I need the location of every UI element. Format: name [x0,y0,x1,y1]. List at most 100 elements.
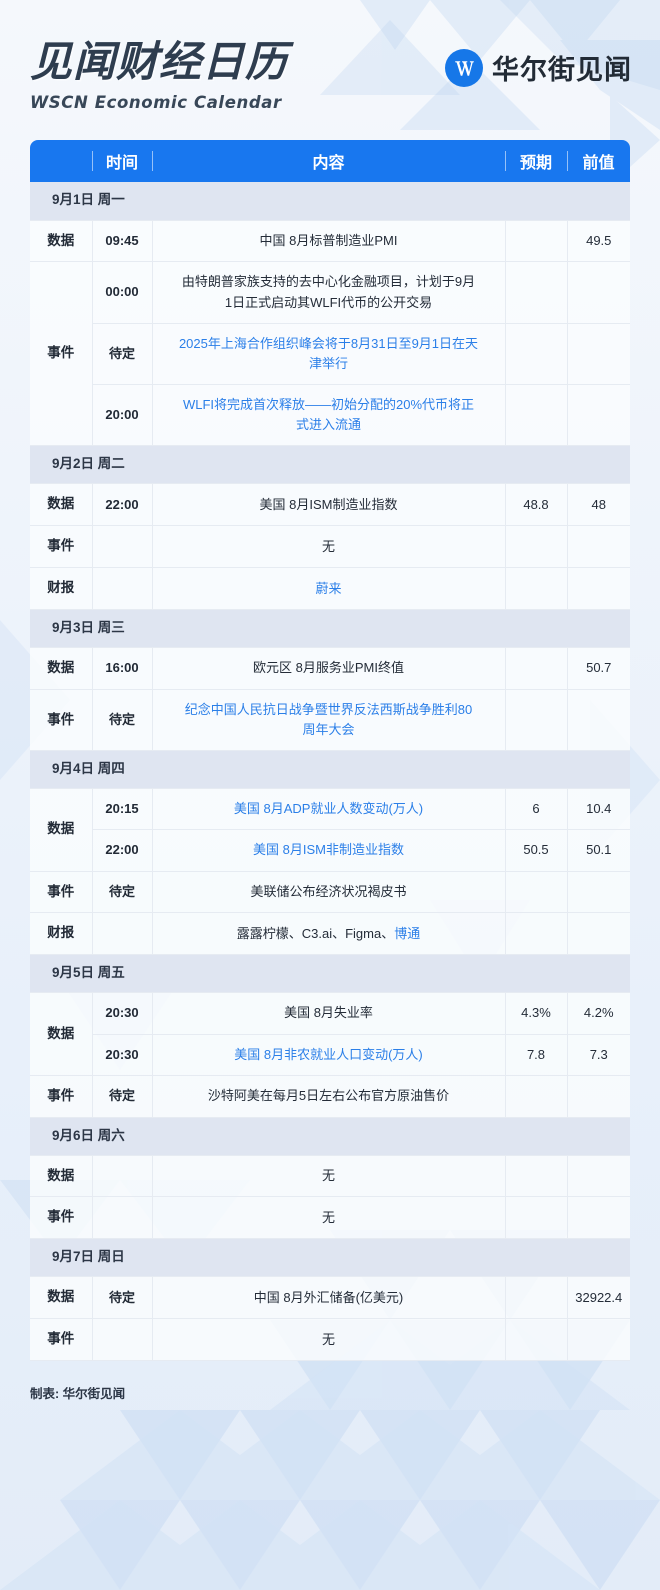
row-forecast [505,261,568,324]
row-content: 无 [152,1196,506,1240]
row-forecast [505,688,568,752]
row-time: 待定 [92,1074,153,1118]
row-previous: 7.3 [567,1033,630,1076]
row-forecast [505,567,568,611]
row-content: 美国 8月ISM制造业指数 [152,483,506,527]
row-time [92,912,153,956]
date-separator-row: 9月1日 周一 [30,182,630,220]
row-content[interactable]: 2025年上海合作组织峰会将于8月31日至9月1日在天津举行 [152,322,506,385]
title-block: 见闻财经日历 WSCN Economic Calendar [30,38,288,112]
date-label: 9月4日 周四 [30,750,630,789]
table-row: 数据 16:00 欧元区 8月服务业PMI终值 50.7 [30,647,630,690]
table-row: 数据 22:00 美国 8月ISM制造业指数 48.8 48 [30,483,630,527]
row-forecast [505,322,568,385]
row-previous: 49.5 [567,219,630,263]
economic-calendar-table: 时间 内容 预期 前值 9月1日 周一 数据 09:45 中国 8月标普制造业PMI 4… [30,140,630,1362]
row-forecast [505,1196,568,1240]
table-row: 财报 露露柠檬、C3.ai、Figma、博通 [30,912,630,956]
row-time [92,1154,153,1198]
row-previous [567,1318,630,1362]
row-forecast: 6 [505,788,568,831]
date-label: 9月7日 周日 [30,1238,630,1277]
date-separator-row: 9月2日 周二 [30,445,630,484]
table-row: 事件 待定 沙特阿美在每月5日左右公布官方原油售价 [30,1074,630,1118]
row-previous [567,525,630,569]
row-content[interactable]: 美国 8月非农就业人口变动(万人) [152,1033,506,1076]
col-header-forecast: 预期 [505,140,567,182]
row-time: 20:30 [92,992,153,1035]
row-previous: 10.4 [567,788,630,831]
table-row: 财报 蔚来 [30,567,630,611]
row-type-label: 数据 [30,788,93,872]
table-row: 数据 待定 中国 8月外汇储备(亿美元) 32922.4 [30,1276,630,1320]
row-time: 22:00 [92,483,153,527]
row-previous: 32922.4 [567,1276,630,1320]
table-row: 待定 2025年上海合作组织峰会将于8月31日至9月1日在天津举行 [30,322,630,385]
table-row: 20:00 WLFI将完成首次释放——初始分配的20%代币将正式进入流通 [30,383,630,447]
row-previous [567,1154,630,1198]
row-content[interactable]: 蔚来 [152,567,506,611]
row-time [92,1318,153,1362]
content-part: 露露柠檬、C3.ai、Figma、 [236,925,395,941]
row-content[interactable]: 纪念中国人民抗日战争暨世界反法西斯战争胜利80周年大会 [152,688,506,752]
content-part[interactable]: 博通 [394,925,421,941]
row-previous: 50.1 [567,829,630,872]
row-time [92,525,153,569]
row-type-label: 数据 [30,1276,93,1320]
row-content: 美国 8月失业率 [152,992,506,1035]
page-subtitle: WSCN Economic Calendar [30,93,282,113]
footer-credit: 制表: 华尔街见闻 [30,1387,126,1402]
row-forecast [505,219,568,263]
date-label: 9月1日 周一 [30,182,630,220]
row-forecast [505,1318,568,1362]
row-previous [567,870,630,914]
row-type-label: 数据 [30,647,93,690]
row-type-label: 事件 [30,870,93,914]
row-forecast [505,1276,568,1320]
row-type-label: 数据 [30,483,93,527]
row-forecast [505,525,568,569]
row-time: 待定 [92,688,153,752]
row-content[interactable]: 美国 8月ISM非制造业指数 [152,829,506,872]
row-content: 无 [152,525,506,569]
row-previous: 50.7 [567,647,630,690]
table-row: 数据 20:30 美国 8月失业率 4.3% 4.2% [30,992,630,1076]
row-forecast: 4.3% [505,992,568,1035]
row-time: 09:45 [92,219,153,263]
row-type-label: 事件 [30,1074,93,1118]
date-label: 9月3日 周三 [30,609,630,648]
calendar-table-wrap: 时间 内容 预期 前值 9月1日 周一 数据 09:45 中国 8月标普制造业PMI 4… [0,140,660,1362]
row-content[interactable]: WLFI将完成首次释放——初始分配的20%代币将正式进入流通 [152,383,506,447]
row-type-label: 事件 [30,525,93,569]
table-row: 数据 20:15 美国 8月ADP就业人数变动(万人) 6 10.4 [30,788,630,872]
row-type-label: 事件 [30,1196,93,1240]
row-time: 16:00 [92,647,153,690]
row-type-label: 事件 [30,688,93,752]
row-forecast [505,647,568,690]
row-forecast [505,1154,568,1198]
row-content[interactable]: 美国 8月ADP就业人数变动(万人) [152,788,506,831]
row-previous [567,261,630,324]
page-header: 见闻财经日历 WSCN Economic Calendar 华尔街见闻 [0,0,660,140]
row-time: 22:00 [92,829,153,872]
row-previous [567,1196,630,1240]
row-time [92,567,153,611]
col-header-time: 时间 [92,140,152,182]
row-time [92,1196,153,1240]
row-previous [567,1074,630,1118]
row-previous: 4.2% [567,992,630,1035]
row-forecast: 48.8 [505,483,568,527]
row-type-label: 财报 [30,567,93,611]
row-content: 无 [152,1154,506,1198]
table-header: 时间 内容 预期 前值 [30,140,630,182]
row-type-label: 财报 [30,912,93,956]
table-row: 事件 无 [30,525,630,569]
date-label: 9月2日 周二 [30,445,630,484]
row-content: 中国 8月标普制造业PMI [152,219,506,263]
brand: 华尔街见闻 [445,38,632,87]
row-type-label: 数据 [30,219,93,263]
row-time: 00:00 [92,261,153,324]
row-time: 20:15 [92,788,153,831]
table-row: 事件 无 [30,1196,630,1240]
row-forecast: 7.8 [505,1033,568,1076]
